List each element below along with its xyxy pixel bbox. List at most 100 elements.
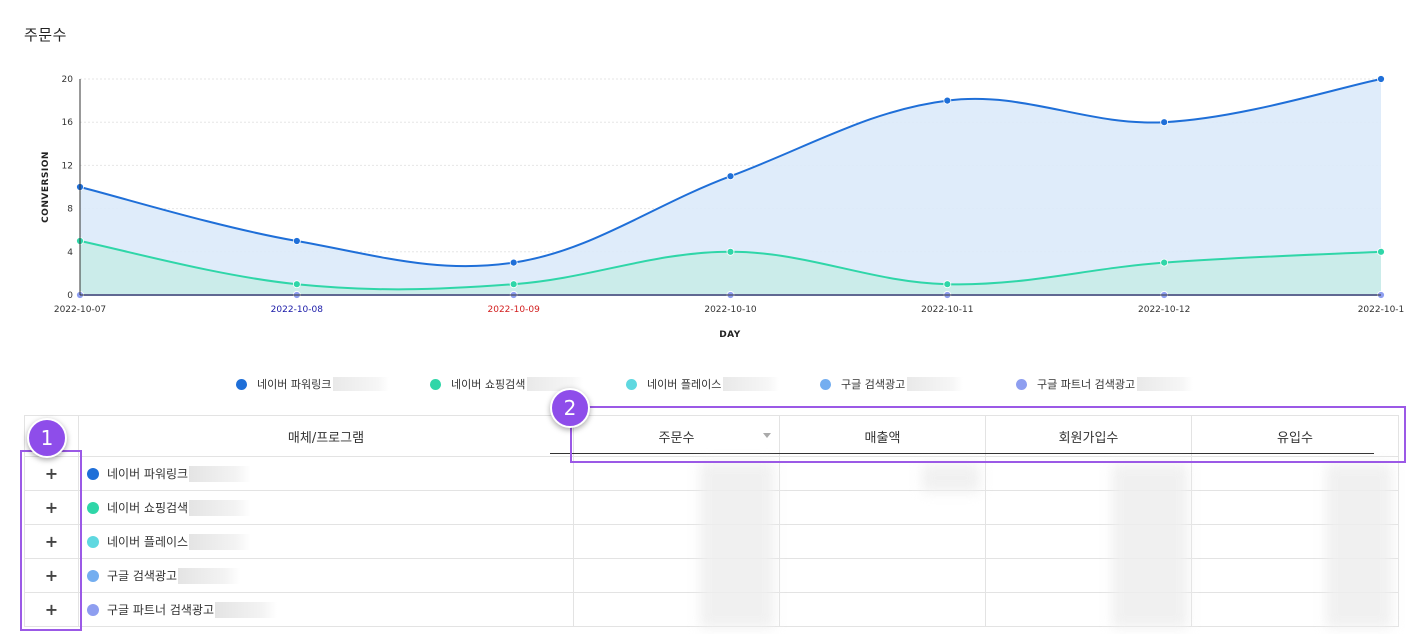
column-header-label: 주문수: [658, 430, 695, 446]
legend-dot: [820, 378, 831, 390]
y-tick-label: 8: [67, 205, 73, 215]
revenue-cell: [779, 524, 986, 559]
legend-label: 네이버 쇼핑검색: [451, 378, 526, 391]
x-tick-label: 2022-10-07: [54, 305, 106, 315]
column-header-orders[interactable]: 주문수: [573, 415, 780, 457]
legend-item[interactable]: 구글 검색광고: [820, 376, 964, 392]
page-title: 주문수: [24, 26, 67, 44]
expand-row-button[interactable]: +: [24, 490, 79, 525]
highlight-metric-headers: [570, 406, 1406, 463]
media-color-dot: [87, 603, 99, 616]
y-tick-label: 4: [67, 248, 73, 258]
y-tick-label: 12: [62, 161, 73, 171]
x-tick-label: 2022-10-11: [921, 305, 973, 315]
legend-item[interactable]: 구글 파트너 검색광고: [1016, 376, 1194, 392]
x-tick-label: 2022-10-12: [1138, 305, 1190, 315]
data-point: [943, 280, 952, 289]
x-tick-label: 2022-10-10: [704, 305, 757, 315]
header-underline: [550, 453, 1374, 454]
media-name: 구글 검색광고: [107, 569, 178, 583]
redacted-values: [1112, 464, 1188, 628]
revenue-cell: [779, 490, 986, 525]
series-area: [80, 241, 1381, 295]
media-color-dot: [87, 569, 99, 582]
legend-label: 구글 검색광고: [841, 378, 906, 391]
expand-row-button[interactable]: +: [24, 524, 79, 559]
data-point: [1377, 75, 1385, 83]
data-point: [1160, 118, 1169, 127]
legend-dot: [430, 378, 441, 390]
data-point: [943, 96, 952, 105]
data-point: [292, 237, 301, 245]
table-row: + 네이버 쇼핑검색: [24, 490, 1399, 525]
revenue-cell: [779, 558, 986, 593]
redacted-text: [178, 567, 241, 584]
legend-dot: [236, 378, 247, 390]
y-tick-label: 0: [67, 291, 73, 301]
x-tick-label: 2022-10-09: [488, 305, 541, 315]
data-point: [1160, 258, 1169, 267]
media-name: 구글 파트너 검색광고: [107, 603, 214, 617]
y-axis-title: CONVERSION: [41, 151, 51, 223]
media-cell: 네이버 쇼핑검색: [78, 490, 574, 525]
media-cell: 네이버 파워링크: [78, 456, 574, 491]
series-area: [80, 79, 1381, 295]
redacted-text: [907, 377, 964, 391]
media-cell: 구글 검색광고: [78, 558, 574, 593]
data-point: [509, 258, 518, 267]
conversion-area-chart: 0 4 8 12 16 20 2022-10-07 2022-10-08 2022-10-09 2…: [41, 75, 1404, 340]
media-name: 네이버 쇼핑검색: [107, 501, 189, 515]
chart-points: [76, 75, 1385, 299]
column-header-signups[interactable]: 회원가입수: [985, 415, 1192, 457]
redacted-text: [723, 377, 780, 391]
data-point: [292, 280, 301, 289]
media-color-dot: [87, 535, 99, 548]
legend-dot: [626, 378, 637, 390]
x-axis-title: DAY: [719, 330, 741, 340]
column-header-media[interactable]: 매체/프로그램: [78, 415, 574, 457]
legend-item[interactable]: 네이버 플레이스: [626, 376, 780, 392]
data-point: [726, 172, 735, 181]
legend-item[interactable]: 네이버 파워링크: [236, 376, 390, 392]
data-point: [509, 280, 518, 289]
redacted-values: [922, 464, 980, 492]
media-cell: 구글 파트너 검색광고: [78, 592, 574, 627]
y-tick-label: 16: [62, 118, 74, 128]
sort-desc-icon[interactable]: [763, 433, 771, 438]
legend-dot: [1016, 378, 1027, 390]
redacted-text: [1137, 377, 1194, 391]
expand-row-button[interactable]: +: [24, 558, 79, 593]
legend-item[interactable]: 네이버 쇼핑검색: [430, 376, 584, 392]
annotation-badge-2: 2: [550, 388, 590, 428]
annotation-badge-1: 1: [27, 418, 67, 458]
revenue-cell: [779, 592, 986, 627]
redacted-text: [527, 377, 584, 391]
chart-axes: 0 4 8 12 16 20 2022-10-07 2022-10-08 2022-10-09 2…: [54, 75, 1404, 315]
media-table: 매체/프로그램 주문수 매출액 회원가입수 유입수 + 네이버 파워링크: [24, 415, 1399, 627]
media-name: 네이버 플레이스: [107, 535, 189, 549]
redacted-text: [189, 499, 252, 516]
media-color-dot: [87, 501, 99, 514]
redacted-text: [189, 465, 252, 482]
media-name: 네이버 파워링크: [107, 467, 189, 481]
chart-areas: [80, 79, 1381, 295]
redacted-text: [333, 377, 390, 391]
highlight-expand-column: [20, 450, 82, 631]
x-tick-label: 2022-10-08: [271, 305, 324, 315]
redacted-values: [700, 462, 774, 628]
redacted-text: [215, 601, 277, 618]
x-tick-label: 2022-10-1: [1358, 305, 1405, 315]
column-header-revenue[interactable]: 매출액: [779, 415, 986, 457]
chart-legend: 네이버 파워링크 네이버 쇼핑검색 네이버 플레이스 구글 검색광고 구글 파트…: [0, 370, 1410, 398]
media-cell: 네이버 플레이스: [78, 524, 574, 559]
y-tick-label: 20: [62, 75, 74, 85]
redacted-values: [1326, 464, 1392, 628]
data-point: [726, 247, 735, 256]
legend-label: 네이버 플레이스: [647, 378, 722, 391]
media-color-dot: [87, 467, 99, 480]
data-point: [1377, 247, 1385, 256]
legend-label: 네이버 파워링크: [257, 378, 332, 391]
redacted-text: [189, 533, 252, 550]
column-header-visits[interactable]: 유입수: [1191, 415, 1399, 457]
legend-label: 구글 파트너 검색광고: [1037, 378, 1136, 391]
